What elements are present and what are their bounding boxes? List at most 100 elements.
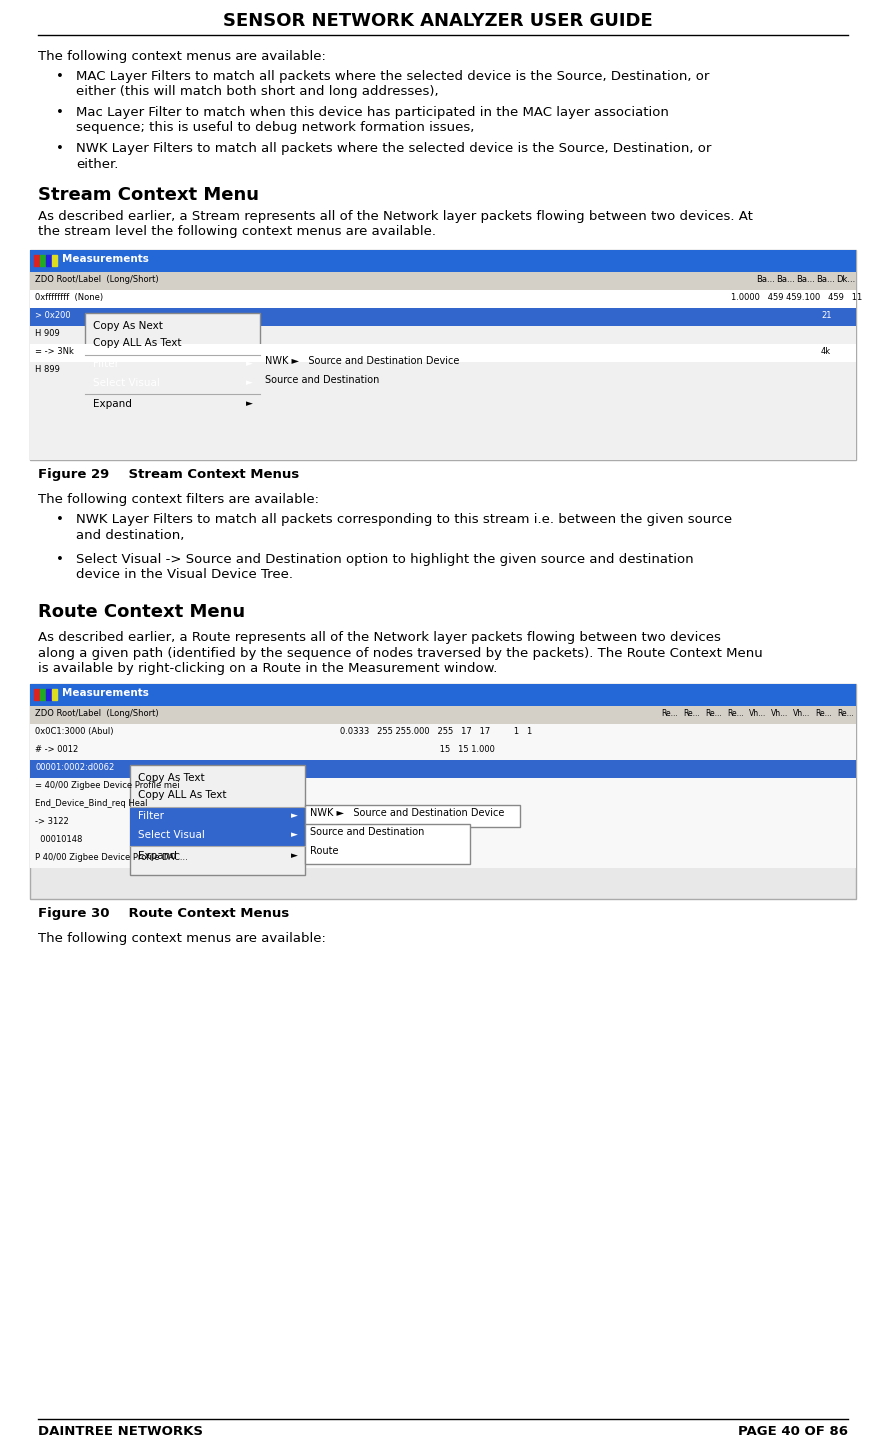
Bar: [305, 823, 470, 864]
Text: End_Device_Bind_req Heal: End_Device_Bind_req Heal: [35, 799, 147, 807]
Text: ►: ►: [246, 399, 253, 408]
Text: Expand: Expand: [93, 399, 132, 410]
Text: Filter: Filter: [138, 810, 164, 820]
Text: 0xffffffff  (None): 0xffffffff (None): [35, 292, 103, 302]
Bar: [30, 326, 856, 344]
Text: device in the Visual Device Tree.: device in the Visual Device Tree.: [76, 569, 293, 582]
Text: Measurements: Measurements: [62, 687, 149, 697]
Text: •: •: [56, 514, 64, 527]
Text: ►: ►: [246, 359, 253, 368]
Text: Select Visual: Select Visual: [93, 378, 160, 388]
Bar: [30, 724, 856, 742]
Bar: [30, 684, 856, 706]
Bar: [85, 313, 260, 421]
Text: Source and Destination: Source and Destination: [265, 375, 379, 385]
Text: •: •: [56, 553, 64, 566]
Text: 15   15 1.000: 15 15 1.000: [340, 745, 495, 754]
Text: •: •: [56, 142, 64, 155]
Text: Re...: Re...: [727, 709, 744, 718]
Text: Re...: Re...: [837, 709, 854, 718]
Text: NWK Layer Filters to match all packets where the selected device is the Source, : NWK Layer Filters to match all packets w…: [76, 142, 711, 155]
Text: 1.0000   459 459.100   459   11: 1.0000 459 459.100 459 11: [731, 292, 862, 302]
Bar: [260, 372, 415, 394]
Text: Re...: Re...: [683, 709, 700, 718]
Text: MAC Layer Filters to match all packets where the selected device is the Source, : MAC Layer Filters to match all packets w…: [76, 69, 710, 82]
Text: Select Visual: Select Visual: [138, 831, 205, 841]
Text: Mac Layer Filter to match when this device has participated in the MAC layer ass: Mac Layer Filter to match when this devi…: [76, 106, 669, 119]
Text: Ba...: Ba...: [796, 275, 815, 284]
Bar: [40, 689, 45, 700]
Bar: [85, 356, 260, 375]
Text: 0.0333   255 255.000   255   17   17         1   1: 0.0333 255 255.000 255 17 17 1 1: [340, 726, 533, 737]
Bar: [30, 778, 856, 796]
Text: Source and Destination: Source and Destination: [310, 828, 424, 836]
Text: Copy ALL As Text: Copy ALL As Text: [138, 790, 227, 800]
Text: ►: ►: [291, 851, 298, 860]
Bar: [46, 689, 51, 700]
Text: Expand: Expand: [138, 851, 177, 861]
Text: NWK ►   Source and Destination Device: NWK ► Source and Destination Device: [310, 807, 505, 818]
Text: 00010148: 00010148: [35, 835, 82, 844]
Bar: [130, 765, 305, 875]
Bar: [30, 272, 856, 289]
Text: and destination,: and destination,: [76, 528, 184, 541]
Bar: [34, 255, 39, 266]
Text: 0x0C1:3000 (Abul): 0x0C1:3000 (Abul): [35, 726, 114, 737]
Text: Re...: Re...: [661, 709, 678, 718]
Bar: [30, 344, 856, 362]
Text: Copy As Next: Copy As Next: [93, 321, 163, 331]
Bar: [34, 689, 39, 700]
Text: Ba...: Ba...: [756, 275, 775, 284]
Bar: [30, 706, 856, 724]
Text: The following context filters are available:: The following context filters are availa…: [38, 493, 319, 506]
Text: The following context menus are available:: The following context menus are availabl…: [38, 932, 326, 945]
Text: is available by right-clicking on a Route in the Measurement window.: is available by right-clicking on a Rout…: [38, 661, 498, 674]
Text: Route Context Menu: Route Context Menu: [38, 603, 245, 621]
Text: Figure 29: Figure 29: [38, 467, 110, 480]
Bar: [46, 255, 51, 266]
Text: DAINTREE NETWORKS: DAINTREE NETWORKS: [38, 1425, 203, 1438]
Text: ZDO Root/Label  (Long/Short): ZDO Root/Label (Long/Short): [35, 275, 159, 284]
Bar: [30, 832, 856, 849]
Bar: [260, 353, 475, 375]
Text: # -> 0012: # -> 0012: [35, 745, 78, 754]
Bar: [30, 362, 856, 460]
Text: P 40/00 Zigbee Device Profile DAC...: P 40/00 Zigbee Device Profile DAC...: [35, 852, 187, 862]
Text: Stream Context Menu: Stream Context Menu: [38, 187, 259, 204]
Text: Stream Context Menus: Stream Context Menus: [110, 467, 300, 480]
Text: H 899: H 899: [35, 365, 60, 373]
Text: PAGE 40 OF 86: PAGE 40 OF 86: [738, 1425, 848, 1438]
Bar: [30, 684, 856, 899]
Text: -> 3122: -> 3122: [35, 818, 68, 826]
Text: •: •: [56, 106, 64, 119]
Bar: [30, 815, 856, 832]
Text: As described earlier, a Stream represents all of the Network layer packets flowi: As described earlier, a Stream represent…: [38, 210, 752, 223]
Text: As described earlier, a Route represents all of the Network layer packets flowin: As described earlier, a Route represents…: [38, 631, 721, 644]
Bar: [30, 849, 856, 868]
Bar: [130, 828, 305, 846]
Text: = -> 3Nk: = -> 3Nk: [35, 347, 74, 356]
Bar: [40, 255, 45, 266]
Bar: [30, 250, 856, 460]
Text: ►: ►: [291, 831, 298, 839]
Bar: [85, 375, 260, 394]
Text: either.: either.: [76, 158, 118, 171]
Text: Route Context Menus: Route Context Menus: [110, 907, 289, 920]
Text: Vh...: Vh...: [771, 709, 788, 718]
Bar: [30, 796, 856, 815]
Text: Copy As Text: Copy As Text: [138, 773, 205, 783]
Text: Filter: Filter: [93, 359, 119, 369]
Text: Re...: Re...: [705, 709, 722, 718]
Text: sequence; this is useful to debug network formation issues,: sequence; this is useful to debug networ…: [76, 122, 475, 135]
Text: the stream level the following context menus are available.: the stream level the following context m…: [38, 226, 436, 239]
Text: Re...: Re...: [815, 709, 831, 718]
Text: •: •: [56, 69, 64, 82]
Bar: [30, 289, 856, 308]
Text: 4k: 4k: [821, 347, 831, 356]
Text: = 40/00 Zigbee Device Profile mei: = 40/00 Zigbee Device Profile mei: [35, 781, 180, 790]
Text: Copy ALL As Text: Copy ALL As Text: [93, 339, 181, 347]
Text: Ba...: Ba...: [776, 275, 795, 284]
Text: Select Visual -> Source and Destination option to highlight the given source and: Select Visual -> Source and Destination …: [76, 553, 694, 566]
Text: Figure 30: Figure 30: [38, 907, 110, 920]
Text: > 0x200: > 0x200: [35, 311, 71, 320]
